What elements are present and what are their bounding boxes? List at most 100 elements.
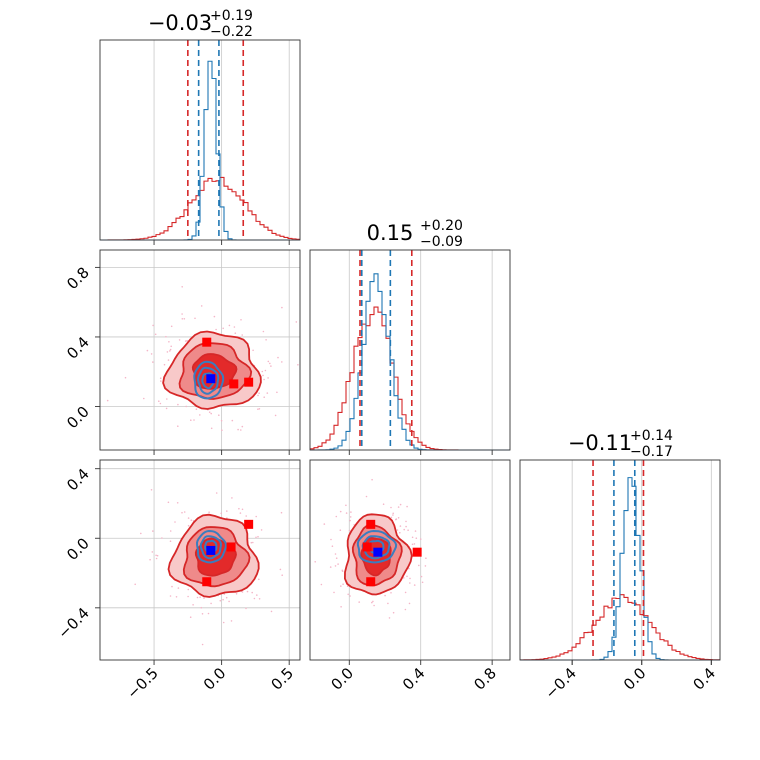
sample-point (226, 517, 228, 519)
sample-point (397, 506, 400, 508)
sample-point (169, 350, 171, 352)
sample-point (407, 529, 409, 531)
sample-point (267, 360, 270, 363)
sample-point (166, 398, 168, 400)
sample-point (387, 602, 389, 605)
sample-point (252, 349, 254, 352)
sample-point (373, 604, 375, 607)
sample-point (218, 414, 220, 417)
sample-point (234, 332, 237, 335)
sample-point (166, 351, 169, 353)
sample-point (192, 604, 194, 606)
sample-point (295, 321, 298, 323)
red-marker (202, 337, 212, 347)
sample-point (342, 583, 344, 585)
hist-p2-title-lower: −0.09 (420, 234, 463, 250)
sample-point (264, 369, 267, 372)
sample-point (228, 324, 231, 327)
sample-point (335, 515, 338, 518)
red-marker (244, 519, 254, 529)
sample-point (384, 594, 386, 597)
sample-point (420, 575, 423, 578)
sample-point (146, 349, 149, 352)
hist-p2-frame (309, 249, 511, 451)
sample-point (190, 519, 193, 521)
sample-point (255, 536, 257, 539)
sample-point (409, 577, 411, 580)
sample-point (302, 578, 304, 580)
sample-point (149, 558, 151, 561)
sample-point (150, 353, 153, 355)
sample-point (257, 394, 259, 397)
sample-point (185, 405, 187, 408)
sample-point (143, 397, 145, 400)
sample-point (161, 537, 163, 539)
y-tick-label: 0.0 (63, 403, 93, 433)
sample-point (106, 399, 109, 402)
sample-point (277, 356, 279, 359)
sample-point (390, 506, 392, 509)
sample-point (261, 370, 264, 373)
sample-point (177, 587, 180, 589)
sample-point (213, 315, 216, 318)
sample-point (167, 359, 170, 361)
hist-p1-title: −0.03 (148, 11, 212, 35)
sample-point (415, 537, 418, 539)
x-tick-label: 0.5 (267, 664, 297, 694)
red-marker (226, 542, 236, 552)
sample-point (257, 408, 259, 411)
sample-point (226, 510, 228, 512)
sample-point (222, 598, 224, 601)
sample-point (203, 597, 205, 599)
sample-point (184, 340, 187, 342)
sample-point (231, 419, 234, 422)
sample-point (345, 504, 347, 507)
hist-p2-axes (348, 250, 493, 455)
sample-point (210, 427, 213, 430)
sample-point (170, 345, 172, 348)
sample-point (281, 361, 283, 363)
sample-point (187, 524, 190, 527)
sample-point (195, 408, 198, 411)
sample-point (395, 518, 398, 520)
sample-point (274, 414, 277, 417)
sample-point (245, 607, 247, 610)
sample-point (424, 565, 427, 567)
red-marker (202, 577, 212, 587)
sample-point (339, 510, 342, 513)
sample-point (349, 516, 352, 518)
hist-p3-title-lower: −0.17 (630, 444, 673, 460)
sample-point (334, 553, 337, 555)
sample-point (152, 530, 154, 532)
sample-point (390, 516, 393, 519)
sample-point (397, 517, 400, 519)
sample-point (208, 511, 210, 513)
sample-point (189, 616, 192, 618)
sample-point (193, 419, 195, 421)
sample-point (349, 595, 351, 597)
contour-p2-p3-series (314, 478, 427, 619)
blue-contour-level (195, 529, 227, 564)
x-tick-label: 0.0 (328, 664, 358, 694)
sample-point (222, 621, 225, 624)
sample-point (200, 305, 203, 307)
sample-point (151, 551, 154, 553)
sample-point (425, 557, 427, 559)
sample-point (201, 613, 204, 615)
hist-p1-title-lower: −0.22 (210, 24, 253, 40)
sample-point (403, 528, 406, 531)
sample-point (392, 514, 394, 516)
sample-point (266, 392, 269, 394)
sample-point (220, 419, 223, 422)
sample-point (263, 396, 266, 399)
sample-point (358, 601, 361, 603)
x-tick-label: −0.4 (542, 664, 580, 702)
contour-p1-p2-frame (99, 249, 301, 451)
sample-point (346, 585, 349, 587)
sample-point (237, 428, 239, 431)
sample-point (260, 529, 263, 531)
sample-point (345, 512, 348, 514)
sample-point (333, 591, 335, 594)
sample-point (392, 611, 395, 614)
